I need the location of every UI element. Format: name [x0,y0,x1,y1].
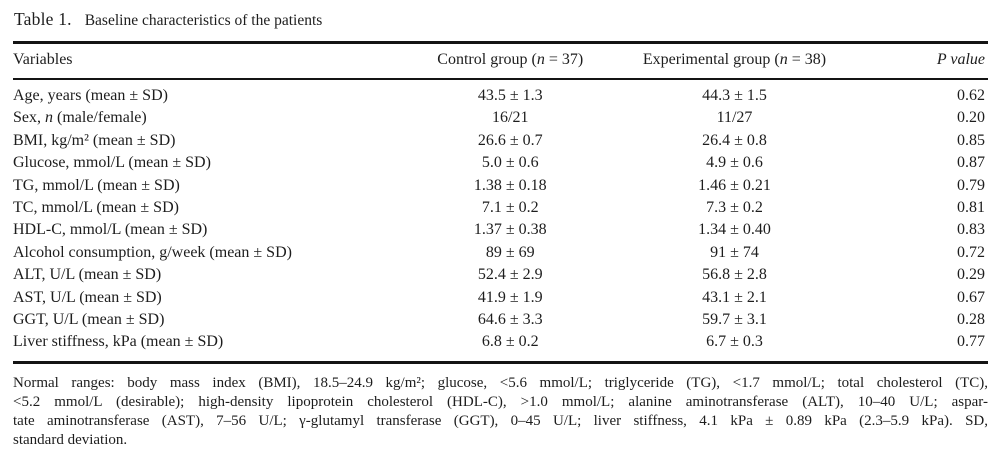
variable-cell: TG, mmol/L (mean ± SD) [13,176,180,194]
experimental-cell: 26.4 ± 0.8 [702,131,767,149]
table-row-tg: TG, mmol/L (mean ± SD) 1.38 ± 0.18 1.46 … [13,175,988,197]
control-cell: 89 ± 69 [485,243,535,261]
p-value-cell: 0.83 [957,221,985,239]
table-row-hdl-c: HDL-C, mmol/L (mean ± SD) 1.37 ± 0.38 1.… [13,219,988,241]
experimental-cell: 11/27 [716,109,753,127]
footnote-line: tate aminotransferase (AST), 7–56 U/L; γ… [13,413,988,430]
variable-cell: Liver stiffness, kPa (mean ± SD) [13,333,224,351]
control-cell: 1.37 ± 0.38 [473,221,547,239]
control-cell: 16/21 [492,109,529,127]
control-cell: 5.0 ± 0.6 [481,154,539,172]
column-header-control-group: Control group (n = 37) [403,42,618,80]
experimental-cell: 44.3 ± 1.5 [702,87,767,104]
table-number: Table 1. [14,9,72,29]
variable-cell: BMI, kg/m² (mean ± SD) [13,131,176,149]
variable-cell: AST, U/L (mean ± SD) [13,288,162,306]
control-cell: 52.4 ± 2.9 [477,266,543,284]
footnote-line: Normal ranges: body mass index (BMI), 18… [13,374,988,391]
header-row: Variables Control group (n = 37) Experim… [13,42,988,80]
p-value-cell: 0.20 [957,109,985,127]
p-value-cell: 0.62 [957,87,985,104]
experimental-cell: 59.7 ± 3.1 [702,311,767,329]
control-cell: 7.1 ± 0.2 [481,199,539,217]
table-footnote: Normal ranges: body mass index (BMI), 18… [13,374,988,451]
control-cell: 1.38 ± 0.18 [473,176,547,194]
table-row-ggt: GGT, U/L (mean ± SD) 64.6 ± 3.3 59.7 ± 3… [13,309,988,331]
p-value-cell: 0.29 [957,266,985,284]
experimental-cell: 4.9 ± 0.6 [706,154,763,172]
variable-cell: Age, years (mean ± SD) [13,87,168,104]
table-row-sex: Sex, n (male/female) 16/21 11/27 0.20 [13,107,988,129]
variable-cell: HDL-C, mmol/L (mean ± SD) [13,221,208,239]
table-row-glucose: Glucose, mmol/L (mean ± SD) 5.0 ± 0.6 4.… [13,152,988,174]
p-value-cell: 0.79 [957,176,985,194]
p-value-cell: 0.77 [957,333,985,351]
table-title: Table 1. Baseline characteristics of the … [13,9,988,30]
p-value-cell: 0.72 [957,243,985,261]
table-row-age: Age, years (mean ± SD) 43.5 ± 1.3 44.3 ±… [13,79,988,107]
variable-cell: Glucose, mmol/L (mean ± SD) [13,154,211,172]
footnote-line: standard deviation. [13,432,128,449]
experimental-cell: 56.8 ± 2.8 [702,266,767,284]
experimental-cell: 43.1 ± 2.1 [702,288,767,306]
table-row-bmi: BMI, kg/m² (mean ± SD) 26.6 ± 0.7 26.4 ±… [13,130,988,152]
column-header-variables: Variables [13,42,403,80]
control-cell: 6.8 ± 0.2 [481,333,539,351]
footnote-line: <5.2 mmol/L (desirable); high-density li… [13,394,988,411]
variable-cell: Alcohol consumption, g/week (mean ± SD) [13,243,292,261]
control-cell: 26.6 ± 0.7 [477,131,543,149]
experimental-cell: 1.34 ± 0.40 [698,221,771,239]
experimental-cell: 91 ± 74 [710,243,759,261]
p-value-cell: 0.81 [957,199,985,217]
table-row-liver-stiffness: Liver stiffness, kPa (mean ± SD) 6.8 ± 0… [13,331,988,362]
p-value-cell: 0.28 [957,311,985,329]
control-cell: 41.9 ± 1.9 [477,288,543,306]
experimental-cell: 6.7 ± 0.3 [706,333,763,351]
table-caption: Baseline characteristics of the patients [84,12,323,29]
table-row-alcohol: Alcohol consumption, g/week (mean ± SD) … [13,242,988,264]
column-header-p-value: P value [851,42,988,80]
p-value-cell: 0.87 [957,154,985,172]
variable-cell: TC, mmol/L (mean ± SD) [13,199,179,217]
table-row-ast: AST, U/L (mean ± SD) 41.9 ± 1.9 43.1 ± 2… [13,287,988,309]
p-value-cell: 0.85 [957,131,985,149]
experimental-cell: 7.3 ± 0.2 [706,199,763,217]
baseline-characteristics-table: Variables Control group (n = 37) Experim… [13,41,988,364]
table-row-alt: ALT, U/L (mean ± SD) 52.4 ± 2.9 56.8 ± 2… [13,264,988,286]
control-cell: 64.6 ± 3.3 [477,311,543,329]
table-row-tc: TC, mmol/L (mean ± SD) 7.1 ± 0.2 7.3 ± 0… [13,197,988,219]
column-header-experimental-group: Experimental group (n = 38) [617,42,852,80]
p-value-cell: 0.67 [957,288,985,306]
variable-cell: Sex, n (male/female) [13,109,147,127]
control-cell: 43.5 ± 1.3 [477,87,543,104]
variable-cell: GGT, U/L (mean ± SD) [13,311,165,329]
experimental-cell: 1.46 ± 0.21 [698,176,771,194]
variable-cell: ALT, U/L (mean ± SD) [13,266,162,284]
